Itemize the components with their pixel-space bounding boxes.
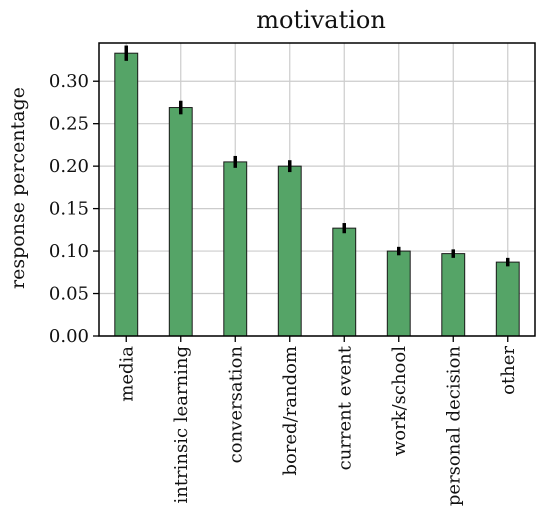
error-bars <box>124 45 510 267</box>
bar <box>223 161 248 337</box>
bar <box>386 250 411 337</box>
y-tick-label: 0.15 <box>49 199 89 220</box>
bar <box>441 253 466 337</box>
bar <box>114 52 139 337</box>
x-tick-label: work/school <box>389 346 410 456</box>
bar <box>332 227 357 337</box>
bar <box>495 261 520 337</box>
bars <box>114 52 520 337</box>
plot-frame <box>98 42 536 337</box>
bar <box>277 165 302 337</box>
y-tick-label: 0.30 <box>49 71 89 92</box>
x-tick-label: conversation <box>225 346 246 464</box>
y-tick-label: 0.25 <box>49 114 89 135</box>
x-tick-label: media <box>116 346 137 402</box>
chart-title: motivation <box>256 6 386 34</box>
y-axis-ticks: 0.00 0.05 0.10 0.15 0.20 0.25 0.30 <box>49 71 99 347</box>
x-tick-label: other <box>498 346 519 395</box>
x-tick-label: personal decision <box>443 346 464 507</box>
x-tick-label: intrinsic learning <box>171 346 192 504</box>
y-tick-label: 0.05 <box>49 284 89 305</box>
y-tick-label: 0.10 <box>49 241 89 262</box>
y-tick-label: 0.20 <box>49 156 89 177</box>
x-tick-label: current event <box>334 345 355 470</box>
x-axis-ticks: media intrinsic learning conversation bored… <box>116 336 519 506</box>
bar <box>168 107 193 337</box>
x-tick-label: bored/random <box>280 346 301 476</box>
grid-lines <box>99 43 535 337</box>
y-tick-label: 0.00 <box>49 326 89 347</box>
y-axis-label: response percentage <box>7 87 29 289</box>
